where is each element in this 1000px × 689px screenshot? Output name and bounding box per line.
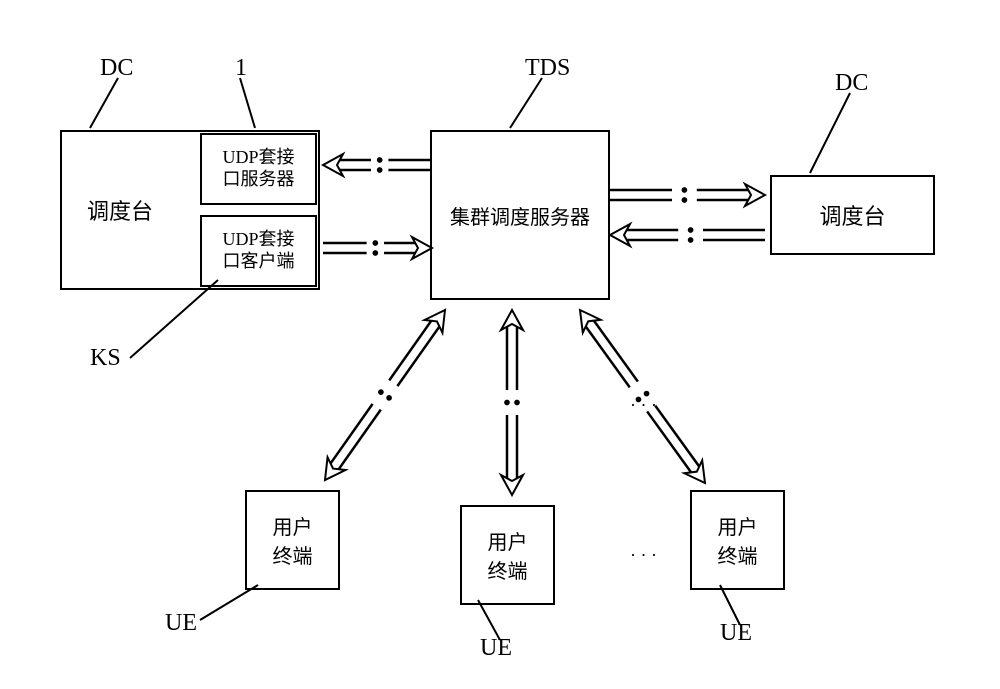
label-tds: TDS: [525, 55, 570, 82]
node-ue1-line2: 终端: [273, 540, 313, 569]
node-ue3: 用户 终端: [690, 490, 785, 590]
label-dc-right: DC: [835, 70, 868, 97]
node-ue2-line1: 用户: [488, 526, 528, 555]
node-dc-right-label: 调度台: [819, 199, 885, 231]
node-ue3-line1: 用户: [718, 511, 758, 540]
node-dc-right: 调度台: [770, 175, 935, 255]
ellipsis-top: · · ·: [630, 395, 657, 416]
label-ue2: UE: [480, 635, 512, 662]
node-udp-client: UDP套接 口客户端: [200, 215, 317, 287]
label-ue3: UE: [720, 620, 752, 647]
node-udp-client-line1: UDP套接: [222, 229, 294, 251]
label-ks: KS: [90, 345, 121, 372]
node-udp-server: UDP套接 口服务器: [200, 133, 317, 205]
node-ue1: 用户 终端: [245, 490, 340, 590]
node-udp-server-line2: 口服务器: [223, 169, 295, 191]
node-tds-server: 集群调度服务器: [430, 130, 610, 300]
node-ue2-line2: 终端: [488, 555, 528, 584]
node-udp-server-line1: UDP套接: [222, 147, 294, 169]
diagram-canvas: 调度台 UDP套接 口服务器 UDP套接 口客户端 集群调度服务器 调度台 用户…: [0, 0, 1000, 689]
label-ue1: UE: [165, 610, 197, 637]
ellipsis-bottom: · · ·: [630, 545, 657, 566]
label-one: 1: [235, 55, 247, 82]
node-ue2: 用户 终端: [460, 505, 555, 605]
node-tds-server-label: 集群调度服务器: [450, 201, 590, 230]
node-dc-left-label: 调度台: [87, 194, 153, 226]
node-ue1-line1: 用户: [273, 511, 313, 540]
node-ue3-line2: 终端: [718, 540, 758, 569]
node-udp-client-line2: 口客户端: [223, 251, 295, 273]
label-dc-left: DC: [100, 55, 133, 82]
